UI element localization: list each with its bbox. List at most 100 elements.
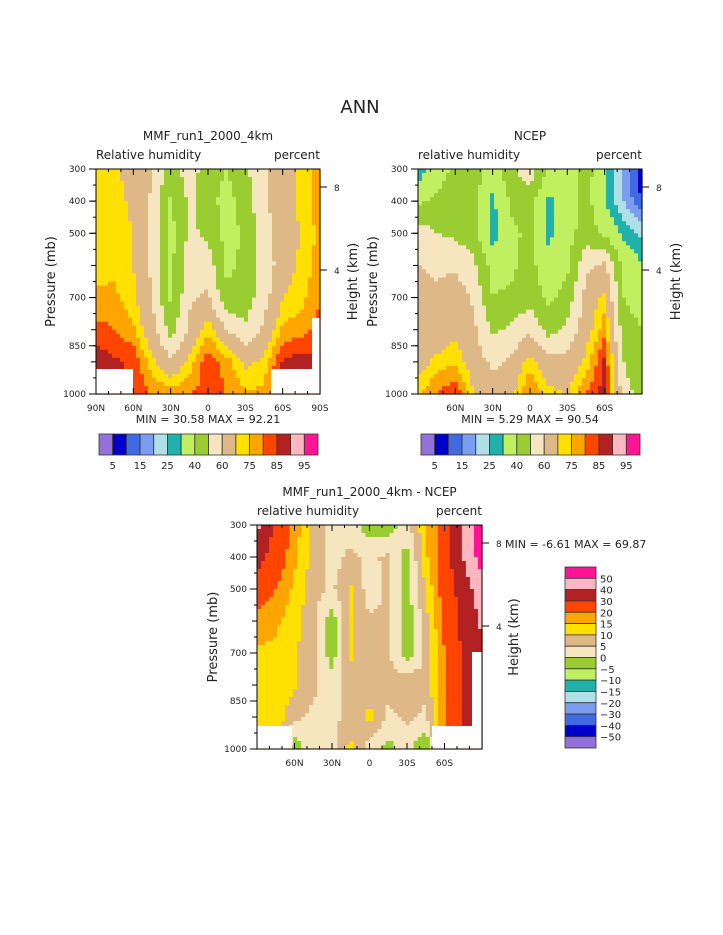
contour-cell (316, 193, 321, 198)
contour-cell (454, 197, 459, 202)
contour-cell (256, 233, 261, 238)
contour-cell (498, 285, 503, 291)
contour-cell (626, 225, 631, 230)
contour-cell (192, 369, 197, 375)
contour-cell (498, 197, 503, 202)
contour-cell (602, 265, 607, 271)
contour-cell (148, 321, 153, 327)
contour-cell (430, 217, 435, 222)
contour-cell (112, 205, 117, 210)
contour-cell (180, 309, 185, 315)
contour-cell (570, 181, 575, 186)
contour-cell (164, 309, 169, 315)
contour-cell (132, 229, 137, 234)
contour-cell (224, 277, 229, 283)
contour-cell (490, 233, 495, 238)
contour-cell (256, 193, 261, 198)
contour-cell (160, 341, 165, 347)
contour-cell (590, 253, 595, 258)
contour-cell (634, 289, 639, 295)
contour-cell (152, 189, 157, 194)
colorbar-box (98, 433, 114, 456)
contour-cell (124, 285, 129, 291)
contour-cell (316, 221, 321, 226)
contour-cell (590, 213, 595, 218)
contour-cell (140, 233, 145, 238)
contour-cell (256, 273, 261, 279)
contour-cell (236, 213, 241, 218)
contour-cell (486, 233, 491, 238)
contour-cell (284, 269, 289, 275)
contour-cell (140, 365, 145, 371)
contour-cell (176, 389, 181, 395)
contour-cell (490, 209, 495, 214)
contour-cell (216, 233, 221, 238)
contour-cell (426, 177, 431, 182)
contour-cell (136, 273, 141, 279)
contour-cell (530, 201, 535, 206)
contour-cell (292, 229, 297, 234)
contour-cell (192, 241, 197, 246)
contour-cell (220, 277, 225, 283)
contour-cell (494, 217, 499, 222)
contour-cell (558, 213, 563, 218)
contour-cell (522, 221, 527, 226)
contour-cell (208, 345, 213, 351)
contour-cell (216, 337, 221, 343)
contour-cell (120, 349, 125, 355)
contour-cell (502, 193, 507, 198)
contour-cell (284, 201, 289, 206)
contour-cell (148, 297, 153, 303)
contour-cell (308, 265, 313, 271)
contour-cell (220, 193, 225, 198)
contour-cell (192, 289, 197, 295)
contour-cell (296, 305, 301, 311)
contour-cell (300, 265, 305, 271)
contour-cell (518, 241, 523, 246)
contour-cell (474, 281, 479, 287)
contour-cell (554, 289, 559, 295)
contour-cell (236, 321, 241, 327)
contour-cell (438, 261, 443, 267)
contour-cell (116, 169, 121, 174)
contour-cell (280, 353, 285, 359)
contour-cell (160, 373, 165, 379)
contour-cell (140, 317, 145, 323)
contour-cell (288, 321, 293, 327)
contour-cell (168, 261, 173, 267)
contour-cell (554, 257, 559, 263)
contour-cell (252, 201, 257, 206)
contour-cell (562, 265, 567, 271)
contour-cell (594, 265, 599, 271)
contour-cell (124, 265, 129, 271)
contour-cell (614, 261, 619, 267)
contour-cell (292, 361, 297, 367)
contour-cell (216, 341, 221, 347)
contour-cell (514, 181, 519, 186)
contour-cell (204, 213, 209, 218)
contour-cell (228, 373, 233, 379)
contour-cell (136, 253, 141, 258)
contour-cell (470, 177, 475, 182)
contour-cell (140, 309, 145, 315)
contour-cell (426, 265, 431, 271)
contour-cell (630, 261, 635, 267)
contour-cell (558, 209, 563, 214)
contour-cell (280, 209, 285, 214)
contour-cell (518, 273, 523, 279)
contour-cell (422, 285, 427, 291)
contour-cell (280, 285, 285, 291)
contour-cell (578, 201, 583, 206)
contour-cell (458, 285, 463, 291)
contour-cell (502, 233, 507, 238)
contour-cell (308, 309, 313, 315)
contour-cell (144, 205, 149, 210)
contour-cell (434, 225, 439, 230)
contour-cell (550, 253, 555, 258)
contour-cell (116, 201, 121, 206)
contour-cell (160, 229, 165, 234)
contour-cell (578, 189, 583, 194)
contour-cell (220, 373, 225, 379)
contour-cell (304, 321, 309, 327)
contour-cell (638, 261, 643, 267)
